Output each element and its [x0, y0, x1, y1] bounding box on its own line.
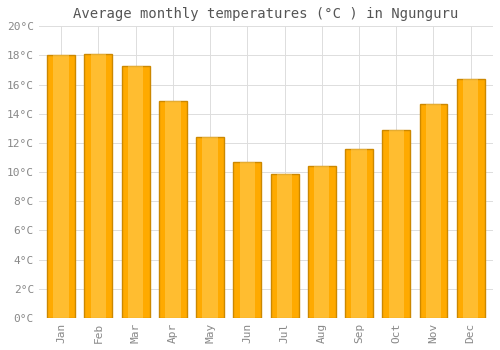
Bar [426, 104, 441, 318]
Bar [196, 137, 224, 318]
Bar [54, 55, 69, 318]
Bar [388, 130, 404, 318]
Bar [308, 166, 336, 318]
Bar [420, 104, 448, 318]
Bar [345, 149, 373, 318]
Bar [463, 79, 478, 318]
Bar [47, 55, 75, 318]
Bar [128, 66, 144, 318]
Bar [314, 166, 330, 318]
Bar [159, 101, 187, 318]
Bar [457, 79, 484, 318]
Bar [352, 149, 366, 318]
Bar [382, 130, 410, 318]
Bar [90, 54, 106, 318]
Title: Average monthly temperatures (°C ) in Ngunguru: Average monthly temperatures (°C ) in Ng… [74, 7, 458, 21]
Bar [240, 162, 255, 318]
Bar [84, 54, 112, 318]
Bar [202, 137, 218, 318]
Bar [165, 101, 180, 318]
Bar [270, 174, 298, 318]
Bar [122, 66, 150, 318]
Bar [234, 162, 262, 318]
Bar [277, 174, 292, 318]
